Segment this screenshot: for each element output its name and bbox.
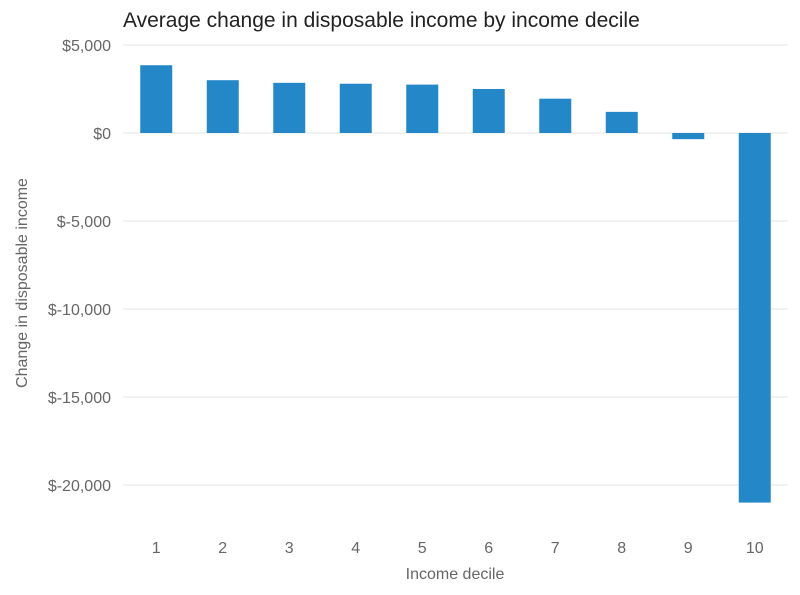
bar-decile-7 (539, 98, 572, 133)
x-tick-label: 2 (218, 540, 227, 557)
y-tick-label: $-5,000 (57, 214, 111, 231)
x-tick-label: 7 (551, 540, 560, 557)
x-axis-label: Income decile (406, 566, 505, 583)
x-tick-label: 5 (418, 540, 427, 557)
bar-decile-1 (140, 65, 173, 133)
x-tick-label: 6 (484, 540, 493, 557)
bar-decile-5 (406, 84, 439, 133)
x-tick-label: 9 (684, 540, 693, 557)
y-axis-ticks: $5,000 $0 $-5,000 $-10,000 $-15,000 $-20,000 (48, 38, 111, 495)
x-tick-label: 10 (746, 540, 764, 557)
bars (140, 65, 771, 503)
y-axis-label: Change in disposable income (14, 178, 31, 388)
bar-decile-8 (605, 111, 638, 133)
bar-decile-2 (206, 80, 239, 133)
x-tick-label: 3 (285, 540, 294, 557)
y-tick-label: $5,000 (62, 38, 111, 55)
y-tick-label: $-10,000 (48, 302, 111, 319)
bar-decile-9 (672, 133, 705, 140)
bar-decile-6 (472, 89, 505, 133)
x-tick-label: 1 (152, 540, 161, 557)
bar-decile-4 (339, 83, 372, 133)
x-axis-ticks: 1 2 3 4 5 6 7 8 9 10 (152, 540, 764, 557)
x-tick-label: 8 (617, 540, 626, 557)
gridlines (123, 44, 788, 486)
x-tick-label: 4 (351, 540, 360, 557)
bar-decile-10 (738, 133, 771, 503)
y-tick-label: $-20,000 (48, 478, 111, 495)
bar-decile-3 (273, 82, 306, 133)
y-tick-label: $0 (93, 126, 111, 143)
chart-title: Average change in disposable income by i… (123, 9, 640, 32)
y-tick-label: $-15,000 (48, 390, 111, 407)
